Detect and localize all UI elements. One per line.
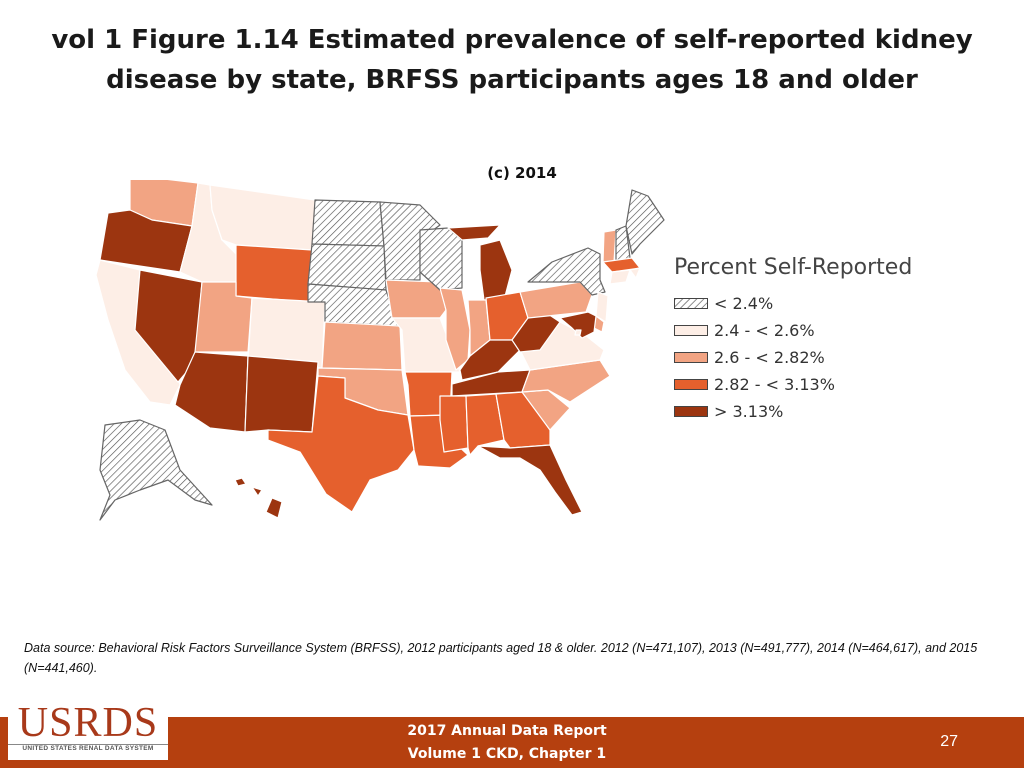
legend-label: < 2.4% xyxy=(714,294,774,313)
legend: Percent Self-Reported < 2.4% 2.4 - < 2.6… xyxy=(674,255,912,425)
legend-item: < 2.4% xyxy=(674,290,912,317)
state-il xyxy=(439,287,471,371)
legend-title: Percent Self-Reported xyxy=(674,255,913,280)
footer-line-2: Volume 1 CKD, Chapter 1 xyxy=(407,746,607,762)
state-tx xyxy=(267,375,415,513)
state-nm xyxy=(244,355,319,433)
state-ct xyxy=(609,269,631,285)
state-ny xyxy=(527,247,606,296)
legend-label: 2.6 - < 2.82% xyxy=(714,348,825,367)
slide-title: vol 1 Figure 1.14 Estimated prevalence o… xyxy=(51,25,973,95)
legend-label: 2.82 - < 3.13% xyxy=(714,375,835,394)
state-mt xyxy=(209,184,316,251)
state-hi xyxy=(234,477,283,519)
legend-item: 2.6 - < 2.82% xyxy=(674,344,912,371)
state-ks xyxy=(321,321,403,371)
state-fl xyxy=(477,444,583,516)
legend-swatch xyxy=(674,298,708,309)
state-vt xyxy=(602,229,617,263)
footer-bar: 2017 Annual Data Report Volume 1 CKD, Ch… xyxy=(0,717,1024,768)
state-wy xyxy=(235,244,313,303)
state-ak xyxy=(99,419,213,521)
us-choropleth-map xyxy=(95,180,665,521)
state-nd xyxy=(311,199,385,247)
map-subtitle: (c) 2014 xyxy=(487,164,557,182)
legend-swatch xyxy=(674,406,708,417)
logo-wordmark: USRDS xyxy=(17,700,159,746)
legend-item: 2.4 - < 2.6% xyxy=(674,317,912,344)
state-md xyxy=(559,311,597,339)
legend-label: 2.4 - < 2.6% xyxy=(714,321,815,340)
logo-subtext: UNITED STATES RENAL DATA SYSTEM xyxy=(8,744,168,752)
usrds-logo: USRDS UNITED STATES RENAL DATA SYSTEM xyxy=(8,700,168,760)
footer-report-title: 2017 Annual Data Report Volume 1 CKD, Ch… xyxy=(392,720,622,766)
state-ms xyxy=(439,395,469,453)
page-number: 27 xyxy=(940,733,958,750)
data-source-note: Data source: Behavioral Risk Factors Sur… xyxy=(24,641,978,675)
state-nj xyxy=(595,291,609,323)
legend-swatch xyxy=(674,352,708,363)
legend-swatch xyxy=(674,379,708,390)
legend-item: > 3.13% xyxy=(674,398,912,425)
state-pa xyxy=(519,281,593,319)
footer-line-1: 2017 Annual Data Report xyxy=(407,723,607,739)
state-ri xyxy=(629,267,641,279)
legend-swatch xyxy=(674,325,708,336)
legend-item: 2.82 - < 3.13% xyxy=(674,371,912,398)
state-wi xyxy=(419,227,463,291)
state-sd xyxy=(307,243,387,291)
state-dc xyxy=(574,329,582,336)
state-me xyxy=(625,189,665,255)
legend-label: > 3.13% xyxy=(714,402,784,421)
